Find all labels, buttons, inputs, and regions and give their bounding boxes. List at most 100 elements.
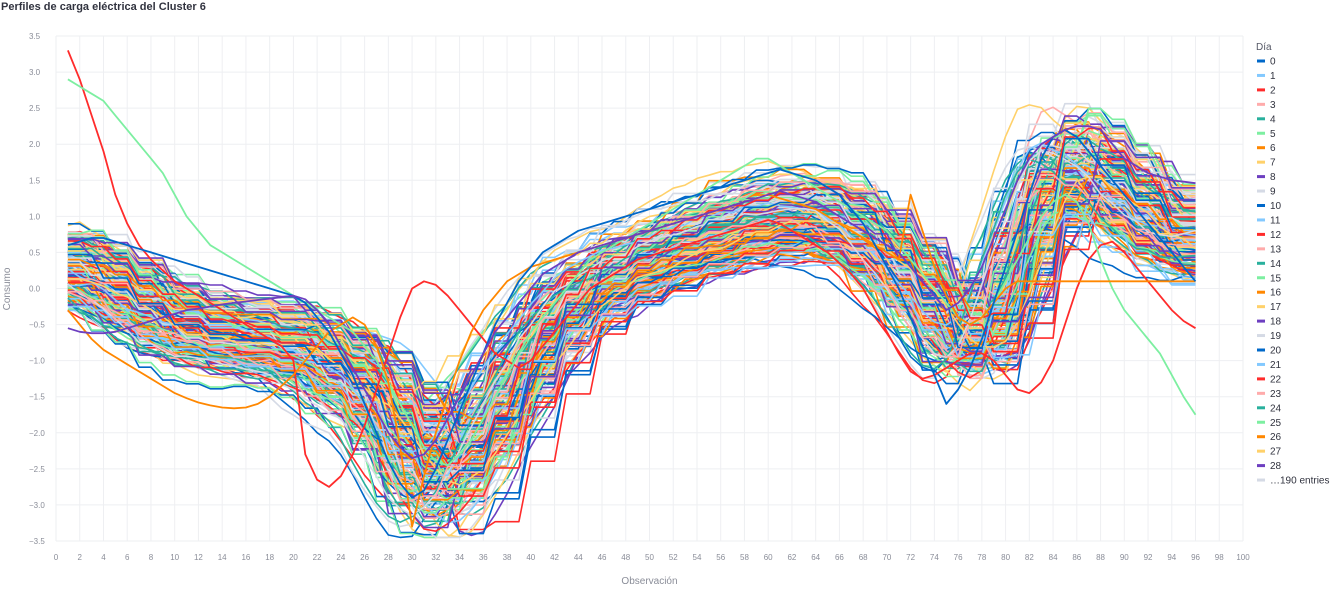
y-tick-label: 3.5 — [29, 32, 41, 41]
x-tick-label: 78 — [977, 553, 986, 562]
legend-item[interactable]: 7 — [1270, 158, 1276, 169]
x-tick-label: 92 — [1144, 553, 1153, 562]
series-line[interactable] — [67, 173, 1196, 502]
legend-item[interactable]: 6 — [1270, 143, 1276, 154]
legend-title: Día — [1256, 42, 1272, 53]
series-line[interactable] — [67, 142, 1196, 453]
x-tick-label: 94 — [1167, 553, 1176, 562]
x-tick-label: 50 — [645, 553, 654, 562]
x-tick-label: 40 — [526, 553, 535, 562]
series-line[interactable] — [67, 167, 1196, 433]
series-line[interactable] — [67, 213, 1196, 477]
series-line[interactable] — [67, 128, 1197, 499]
x-tick-label: 4 — [101, 553, 106, 562]
x-tick-label: 2 — [78, 553, 83, 562]
legend-item[interactable]: 22 — [1270, 374, 1282, 385]
legend-item[interactable]: 20 — [1270, 346, 1282, 357]
series-line[interactable] — [67, 50, 1196, 488]
x-tick-label: 32 — [431, 553, 440, 562]
x-tick-label: 36 — [479, 553, 488, 562]
legend-item[interactable]: 10 — [1270, 201, 1282, 212]
legend-item[interactable]: 27 — [1270, 447, 1282, 458]
x-tick-label: 82 — [1025, 553, 1034, 562]
y-tick-label: −3.5 — [29, 537, 45, 546]
legend-item[interactable]: 17 — [1270, 302, 1282, 313]
series-line[interactable] — [67, 127, 1196, 465]
legend-item[interactable]: 5 — [1270, 129, 1276, 140]
legend-item[interactable]: 8 — [1270, 172, 1276, 183]
x-tick-label: 20 — [289, 553, 298, 562]
series-line[interactable] — [67, 150, 1196, 517]
legend-item[interactable]: 13 — [1270, 244, 1282, 255]
x-tick-label: 96 — [1191, 553, 1200, 562]
legend-item[interactable]: 1 — [1270, 71, 1276, 82]
y-tick-label: 0.5 — [29, 248, 41, 257]
x-tick-label: 62 — [787, 553, 796, 562]
x-tick-label: 18 — [265, 553, 274, 562]
legend-item[interactable]: 4 — [1270, 114, 1276, 125]
y-tick-label: 3.0 — [29, 68, 41, 77]
legend-item[interactable]: 9 — [1270, 187, 1276, 198]
x-tick-label: 64 — [811, 553, 820, 562]
series-line[interactable] — [67, 125, 1196, 459]
x-tick-label: 10 — [170, 553, 179, 562]
x-tick-label: 22 — [313, 553, 322, 562]
x-tick-label: 76 — [954, 553, 963, 562]
x-tick-label: 70 — [882, 553, 891, 562]
y-tick-label: 2.0 — [29, 140, 41, 149]
x-tick-label: 34 — [455, 553, 464, 562]
x-tick-label: 60 — [764, 553, 773, 562]
y-axis-title: Consumo — [2, 267, 13, 310]
series-line[interactable] — [67, 195, 1196, 492]
y-tick-label: −0.5 — [29, 321, 45, 330]
series-line[interactable] — [67, 175, 1197, 486]
legend-item[interactable]: 23 — [1270, 389, 1282, 400]
x-tick-label: 0 — [54, 553, 59, 562]
y-tick-label: −3.0 — [29, 501, 45, 510]
x-tick-label: 52 — [669, 553, 678, 562]
x-tick-label: 80 — [1001, 553, 1010, 562]
legend-item[interactable]: 25 — [1270, 418, 1282, 429]
legend-item[interactable]: 19 — [1270, 331, 1282, 342]
y-tick-label: 0.0 — [29, 285, 41, 294]
legend-item[interactable]: 0 — [1270, 57, 1276, 68]
legend-item[interactable]: 3 — [1270, 100, 1276, 111]
legend-item[interactable]: 11 — [1270, 215, 1281, 226]
x-tick-label: 48 — [621, 553, 630, 562]
series-line[interactable] — [67, 183, 1196, 470]
series-line[interactable] — [67, 140, 1196, 443]
x-tick-label: 86 — [1072, 553, 1081, 562]
series-line[interactable] — [67, 132, 1196, 444]
x-tick-label: 98 — [1215, 553, 1224, 562]
x-tick-label: 58 — [740, 553, 749, 562]
tick-labels: 0 2 4 6 8 10 12 14 16 18 20 22 24 26 28 30 32 34 36 38 40 42 4… — [29, 32, 1250, 562]
legend-item[interactable]: 16 — [1270, 288, 1282, 299]
legend[interactable]: Día0123456789101112131415161718192021222… — [1256, 42, 1329, 487]
x-tick-label: 54 — [693, 553, 702, 562]
legend-item[interactable]: 12 — [1270, 230, 1282, 241]
x-tick-label: 14 — [218, 553, 227, 562]
x-tick-label: 84 — [1049, 553, 1058, 562]
x-tick-label: 88 — [1096, 553, 1105, 562]
x-tick-label: 68 — [859, 553, 868, 562]
legend-item[interactable]: 2 — [1270, 85, 1276, 96]
chart-title: Perfiles de carga eléctrica del Cluster … — [1, 1, 206, 13]
legend-item[interactable]: 24 — [1270, 403, 1282, 414]
legend-item[interactable]: 15 — [1270, 273, 1282, 284]
legend-item[interactable]: 14 — [1270, 259, 1282, 270]
y-tick-label: −1.5 — [29, 393, 45, 402]
legend-item[interactable]: 21 — [1270, 360, 1282, 371]
x-tick-label: 16 — [241, 553, 250, 562]
x-tick-label: 72 — [906, 553, 915, 562]
legend-item[interactable]: 18 — [1270, 317, 1282, 328]
legend-more-entries[interactable]: …190 entries — [1270, 476, 1329, 487]
legend-item[interactable]: 28 — [1270, 461, 1282, 472]
x-tick-label: 46 — [598, 553, 607, 562]
series-line[interactable] — [67, 78, 1197, 467]
x-tick-label: 66 — [835, 553, 844, 562]
legend-item[interactable]: 26 — [1270, 432, 1282, 443]
series-line[interactable] — [67, 137, 1196, 483]
series-line[interactable] — [67, 195, 1196, 474]
x-tick-label: 8 — [149, 553, 154, 562]
y-tick-label: −2.0 — [29, 429, 45, 438]
